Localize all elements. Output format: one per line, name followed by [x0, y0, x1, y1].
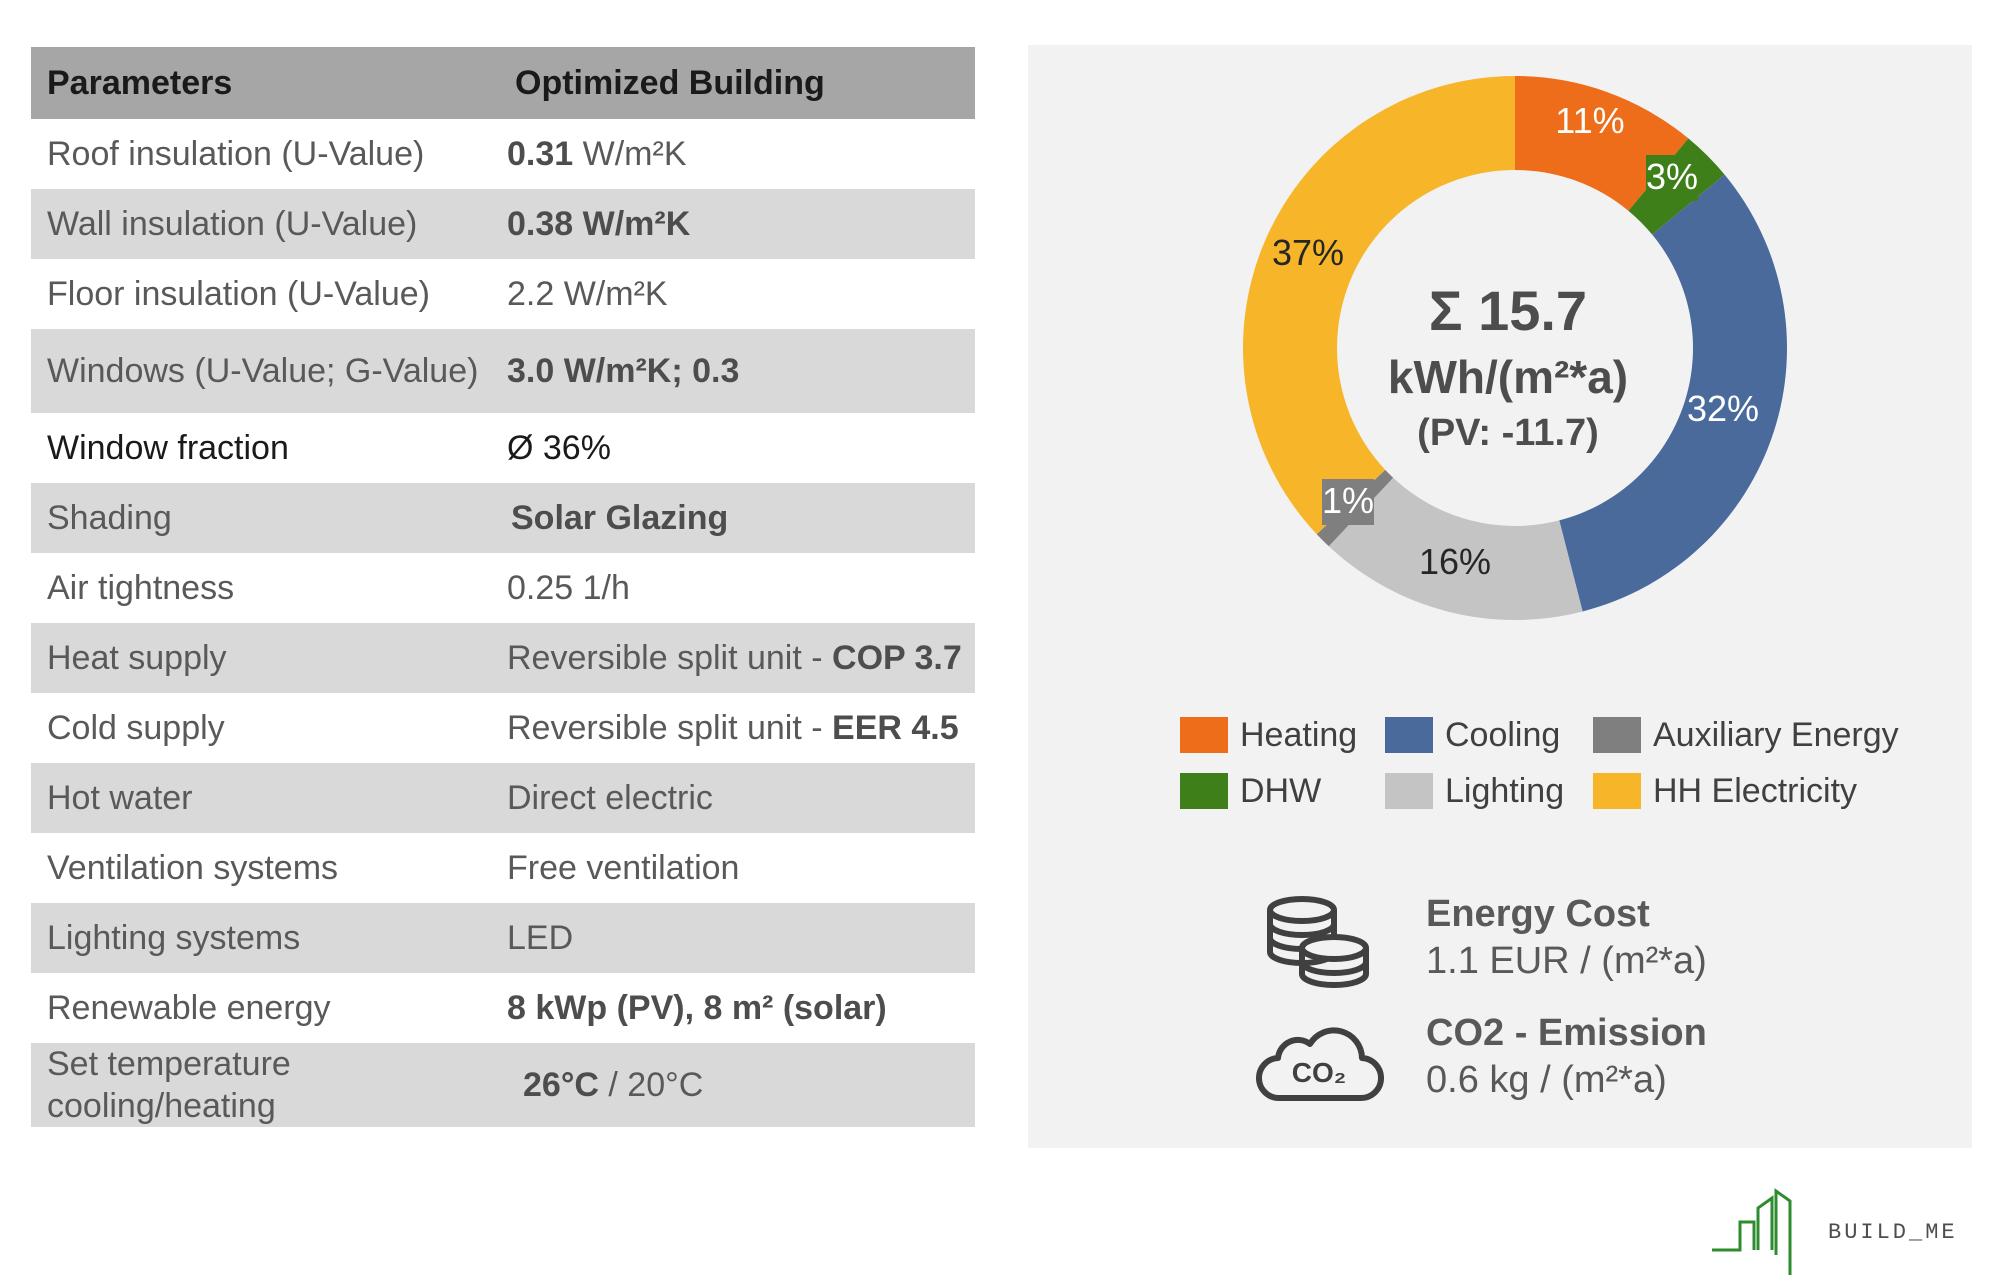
table-row: Renewable energy 8 kWp (PV), 8 m² (solar… [31, 973, 975, 1043]
donut-slice-lighting [1328, 477, 1583, 620]
build-me-logo [1712, 1188, 1792, 1275]
legend-item-auxiliary-energy: Auxiliary Energy [1593, 715, 1933, 755]
table-row: Hot water Direct electric [31, 763, 975, 833]
legend-label: Heating [1240, 715, 1358, 754]
param-value: Ø 36% [507, 429, 611, 467]
param-label: Floor insulation (U-Value) [47, 275, 430, 313]
table-row: Roof insulation (U-Value) 0.31 W/m²K [31, 119, 975, 189]
param-value: 0.25 1/h [507, 569, 630, 607]
legend-item-heating: Heating [1180, 715, 1385, 755]
param-label: Wall insulation (U-Value) [47, 205, 418, 243]
data-label-dhw: 3% [1646, 156, 1698, 197]
donut-slice-cooling [1559, 174, 1787, 612]
legend-swatch [1593, 773, 1641, 809]
legend-swatch [1593, 717, 1641, 753]
param-value: Reversible split unit - EER 4.5 [507, 709, 959, 747]
param-value: Solar Glazing [511, 499, 729, 537]
energy-cost-value: 1.1 EUR / (m²*a) [1426, 940, 1707, 982]
param-label: Roof insulation (U-Value) [47, 135, 425, 173]
param-label: Renewable energy [47, 989, 331, 1027]
legend-label: Cooling [1445, 715, 1561, 754]
param-value: Reversible split unit - COP 3.7 [507, 639, 962, 677]
data-label-heating: 11% [1555, 100, 1624, 141]
data-label-cooling: 32% [1687, 388, 1759, 429]
param-label: Hot water [47, 779, 193, 817]
param-value: 8 kWp (PV), 8 m² (solar) [507, 989, 887, 1027]
param-value: 0.31 W/m²K [507, 135, 687, 173]
co2-icon-text: CO₂ [1292, 1057, 1346, 1088]
donut-unit: kWh/(m²*a) [1387, 351, 1629, 403]
donut-total: Σ 15.7 [1428, 279, 1588, 342]
legend-swatch [1180, 717, 1228, 753]
coins-icon [1267, 896, 1369, 988]
co2-emission-title: CO2 - Emission [1426, 1012, 1707, 1054]
data-label-bg [1646, 155, 1698, 201]
param-value: 0.38 W/m²K [507, 205, 691, 243]
co2-emission-value: 0.6 kg / (m²*a) [1426, 1059, 1667, 1101]
param-label: Set temperature cooling/heating [47, 1045, 291, 1125]
header-optimized-building: Optimized Building [515, 63, 825, 102]
table-row: Lighting systems LED [31, 903, 975, 973]
data-label-bg [1322, 479, 1374, 525]
logo-text: BUILD_ME [1828, 1220, 1958, 1245]
table-row: Floor insulation (U-Value) 2.2 W/m²K [31, 259, 975, 329]
header-parameters: Parameters [47, 63, 233, 102]
energy-cost-block: Energy Cost 1.1 EUR / (m²*a) [1426, 893, 1707, 983]
data-label-auxiliary-energy: 1% [1322, 480, 1374, 521]
table-row: Windows (U-Value; G-Value) 3.0 W/m²K; 0.… [31, 329, 975, 413]
table-row: Heat supply Reversible split unit - COP … [31, 623, 975, 693]
donut-slice-hh-electricity [1243, 76, 1515, 535]
param-label: Air tightness [47, 569, 235, 607]
table-row: Air tightness 0.25 1/h [31, 553, 975, 623]
param-label: Shading [47, 499, 172, 537]
parameters-table: Parameters Optimized Building Roof insul… [31, 47, 975, 1127]
legend-label: Auxiliary Energy [1653, 715, 1899, 754]
param-value: 2.2 W/m²K [507, 275, 668, 313]
param-value: Free ventilation [507, 849, 740, 887]
chart-legend: Heating Cooling Auxiliary Energy DHW Lightin… [1180, 715, 1960, 811]
param-value: 26°C / 20°C [523, 1066, 704, 1104]
legend-swatch [1385, 717, 1433, 753]
table-row: Cold supply Reversible split unit - EER … [31, 693, 975, 763]
param-label: Ventilation systems [47, 849, 339, 887]
table-row: Wall insulation (U-Value) 0.38 W/m²K [31, 189, 975, 259]
co2-emission-block: CO2 - Emission 0.6 kg / (m²*a) [1426, 1012, 1707, 1102]
energy-cost-title: Energy Cost [1426, 893, 1650, 935]
legend-label: Lighting [1445, 771, 1565, 810]
param-value: 3.0 W/m²K; 0.3 [507, 352, 740, 390]
table-row: Ventilation systems Free ventilation [31, 833, 975, 903]
co2-cloud-icon: CO₂ [1255, 1027, 1384, 1102]
table-row: Set temperature cooling/heating 26°C / 2… [31, 1043, 975, 1127]
param-label: Heat supply [47, 639, 227, 677]
legend-item-lighting: Lighting [1385, 771, 1593, 811]
param-label: Window fraction [47, 429, 289, 467]
table-header: Parameters Optimized Building [31, 47, 975, 119]
data-label-hh-electricity: 37% [1272, 232, 1344, 273]
table-row: Window fraction Ø 36% [31, 413, 975, 483]
legend-swatch [1385, 773, 1433, 809]
donut-slice-heating [1515, 76, 1689, 211]
donut-pv: (PV: -11.7) [1417, 412, 1599, 454]
legend-label: HH Electricity [1653, 771, 1858, 810]
legend-swatch [1180, 773, 1228, 809]
param-value: LED [507, 919, 574, 957]
table-row: Shading Solar Glazing [31, 483, 975, 553]
legend-item-cooling: Cooling [1385, 715, 1593, 755]
param-label: Windows (U-Value; G-Value) [47, 352, 479, 390]
param-label: Lighting systems [47, 919, 301, 957]
legend-label: DHW [1240, 771, 1322, 810]
legend-item-dhw: DHW [1180, 771, 1385, 811]
param-value: Direct electric [507, 779, 713, 817]
param-label: Cold supply [47, 709, 225, 747]
data-label-lighting: 16% [1419, 541, 1491, 582]
legend-item-hh-electricity: HH Electricity [1593, 771, 1933, 811]
